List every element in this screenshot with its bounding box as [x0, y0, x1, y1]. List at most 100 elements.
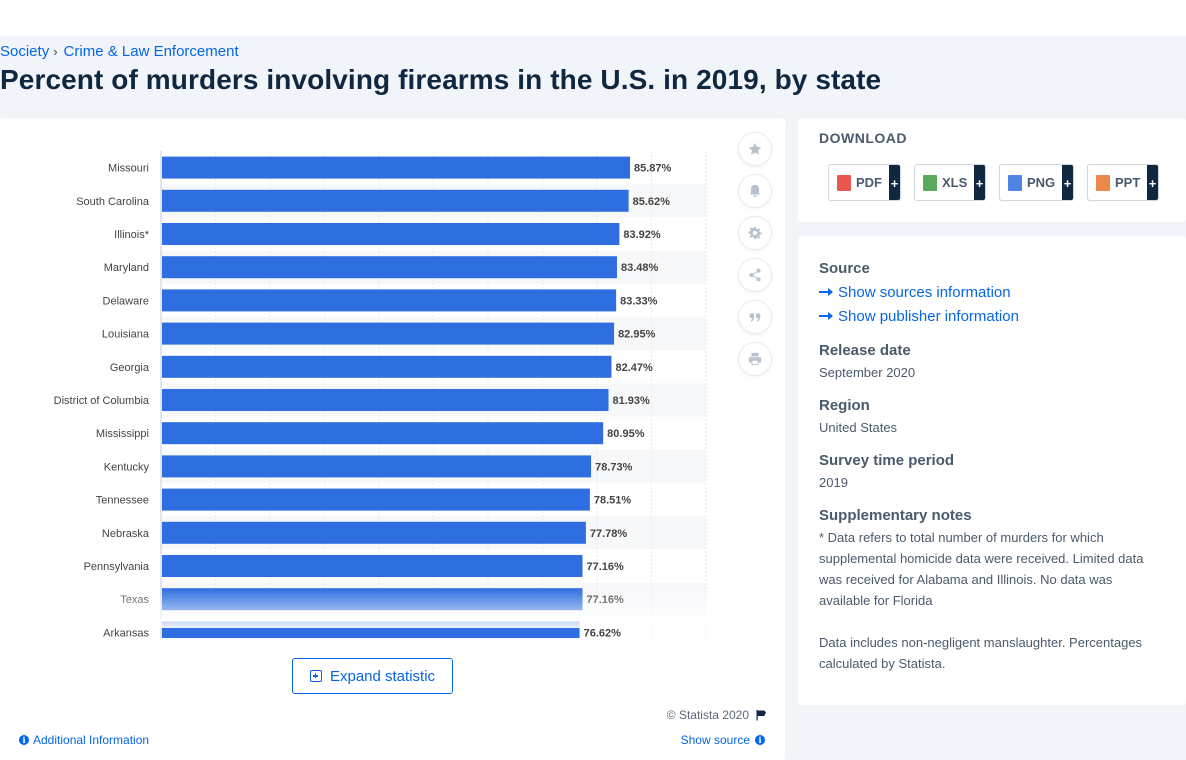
top-bar: [0, 0, 1186, 36]
expand-icon: [309, 670, 322, 682]
plus-icon: +: [974, 165, 985, 200]
category-label: Georgia: [110, 362, 150, 374]
bar: [162, 223, 620, 245]
download-title: DOWNLOAD: [819, 130, 907, 146]
png-file-icon: [1008, 174, 1022, 191]
download-pdf-label: PDF: [856, 175, 882, 190]
download-buttons: PDF + XLS + PNG + PPT +: [828, 164, 1159, 201]
value-label: 83.33%: [620, 295, 658, 307]
flag-icon[interactable]: [755, 709, 767, 721]
info-icon: i: [755, 735, 765, 745]
value-label: 78.51%: [594, 495, 632, 507]
download-xls-label: XLS: [942, 175, 968, 190]
supplementary-notes-text: * Data refers to total number of murders…: [819, 530, 1144, 608]
quote-icon[interactable]: [738, 300, 772, 334]
show-publisher-label: Show publisher information: [838, 308, 1019, 325]
bar: [162, 422, 604, 445]
value-label: 83.92%: [623, 229, 661, 241]
copyright-text: © Statista 2020: [666, 708, 749, 722]
show-source-link[interactable]: Show source i: [681, 733, 765, 747]
source-heading: Source: [819, 260, 870, 277]
breadcrumb-crime[interactable]: Crime & Law Enforcement: [63, 43, 239, 60]
category-label: Missouri: [108, 163, 149, 175]
share-icon[interactable]: [738, 258, 772, 292]
category-label: Pennsylvania: [84, 561, 150, 573]
category-label: Delaware: [103, 295, 149, 307]
download-xls-button[interactable]: XLS +: [914, 164, 986, 201]
category-label: Arkansas: [103, 627, 149, 638]
bar: [162, 322, 615, 345]
category-label: Tennessee: [96, 495, 149, 507]
supplementary-notes-text-2: Data includes non-negligent manslaughter…: [819, 635, 1143, 671]
gear-icon[interactable]: [738, 216, 772, 250]
breadcrumb-society[interactable]: Society: [0, 43, 50, 60]
value-label: 76.62%: [584, 627, 622, 638]
download-png-button[interactable]: PNG +: [999, 164, 1074, 201]
breadcrumb: Society › Crime & Law Enforcement: [0, 43, 239, 60]
category-label: South Carolina: [76, 196, 150, 208]
value-label: 78.73%: [595, 461, 633, 473]
bar: [162, 256, 617, 279]
value-label: 83.48%: [621, 262, 659, 274]
chart-fade-overlay: [0, 588, 720, 628]
bar: [162, 555, 583, 577]
breadcrumb-separator: ›: [53, 44, 58, 59]
category-label: Maryland: [104, 262, 149, 274]
value-label: 77.78%: [590, 528, 628, 540]
show-publisher-link[interactable]: Show publisher information: [819, 308, 1019, 325]
copyright: © Statista 2020: [667, 708, 767, 722]
download-ppt-button[interactable]: PPT +: [1087, 164, 1159, 201]
show-sources-link[interactable]: Show sources information: [819, 284, 1011, 301]
bell-icon[interactable]: [738, 174, 772, 208]
value-label: 82.47%: [615, 362, 653, 374]
category-label: Kentucky: [104, 461, 150, 473]
download-card: DOWNLOAD PDF + XLS + PNG + PPT +: [798, 118, 1186, 222]
value-label: 81.93%: [613, 395, 651, 407]
statistic-details-card: Source Show sources information Show pub…: [798, 236, 1186, 705]
info-icon: i: [19, 735, 29, 745]
show-source-label: Show source: [680, 733, 750, 747]
release-date-value: September 2020: [819, 365, 916, 380]
category-label: Louisiana: [102, 329, 150, 341]
ppt-file-icon: [1096, 174, 1110, 191]
value-label: 85.62%: [633, 196, 671, 208]
plus-icon: +: [889, 165, 900, 200]
category-label: Illinois*: [114, 229, 150, 241]
arrow-right-icon: [819, 311, 833, 320]
plus-icon: +: [1147, 165, 1158, 200]
bar: [162, 389, 609, 411]
category-label: District of Columbia: [54, 395, 150, 407]
xls-file-icon: [923, 174, 937, 191]
value-label: 77.16%: [587, 561, 625, 573]
bar: [162, 156, 630, 179]
arrow-right-icon: [819, 287, 833, 296]
value-label: 82.95%: [618, 329, 656, 341]
download-pdf-button[interactable]: PDF +: [828, 164, 901, 201]
expand-statistic-label: Expand statistic: [329, 667, 436, 685]
category-label: Nebraska: [102, 528, 150, 540]
supplementary-notes-heading: Supplementary notes: [819, 507, 972, 524]
bar: [162, 289, 617, 312]
download-ppt-label: PPT: [1115, 175, 1141, 190]
additional-information-label: Additional Information: [33, 733, 150, 747]
chart-card: Missouri 85.87% South Carolina 85.62% Illino…: [0, 118, 785, 760]
region-value: United States: [819, 420, 898, 435]
bar: [162, 488, 590, 511]
release-date-heading: Release date: [819, 342, 911, 359]
print-icon[interactable]: [738, 342, 772, 376]
survey-period-heading: Survey time period: [819, 452, 955, 469]
bar: [162, 355, 612, 378]
region-heading: Region: [819, 397, 870, 414]
survey-period-value: 2019: [819, 475, 848, 490]
category-label: Mississippi: [96, 428, 149, 440]
additional-information-link[interactable]: i Additional Information: [19, 733, 149, 747]
value-label: 85.87%: [634, 163, 672, 175]
page-title: Percent of murders involving firearms in…: [0, 64, 882, 95]
bar: [162, 455, 592, 478]
download-png-label: PNG: [1027, 175, 1056, 190]
star-icon[interactable]: [738, 132, 772, 166]
pdf-file-icon: [837, 174, 851, 191]
bar: [162, 189, 629, 212]
bar-chart: Missouri 85.87% South Carolina 85.62% Illino…: [54, 151, 707, 638]
expand-statistic-button[interactable]: Expand statistic: [292, 658, 453, 694]
